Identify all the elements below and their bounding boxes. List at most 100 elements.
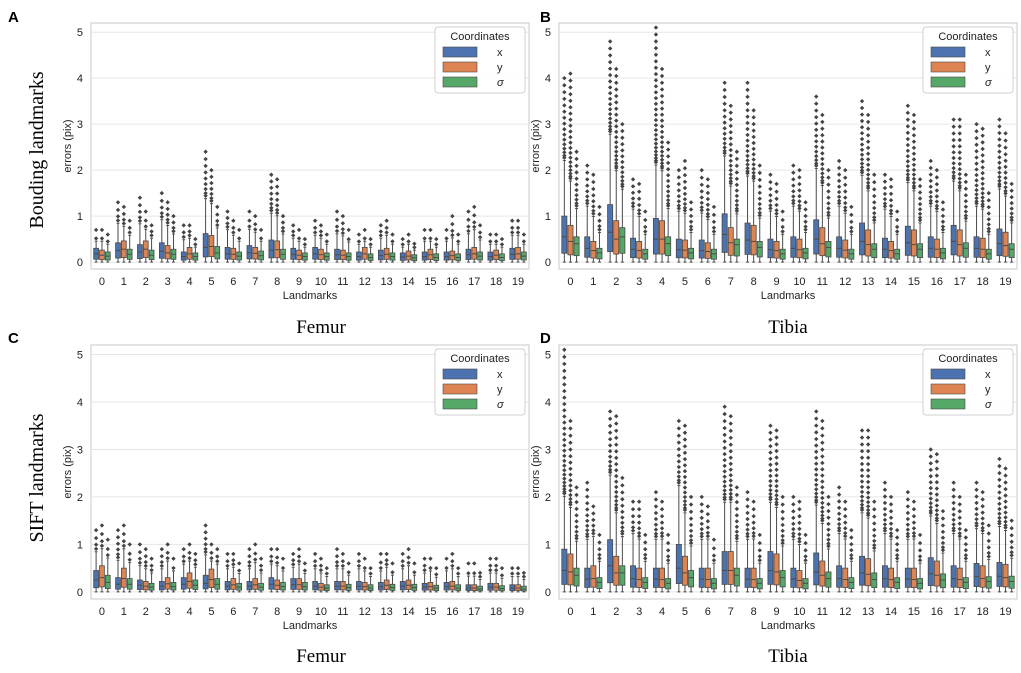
outlier-y <box>406 546 411 552</box>
outlier-x <box>745 143 750 149</box>
outlier-x <box>814 430 819 435</box>
legend-title: Coordinates <box>938 353 998 365</box>
y-tick-label: 3 <box>545 444 551 456</box>
outlier-sigma <box>620 170 625 175</box>
outlier-x <box>722 418 727 424</box>
x-tick-label: 0 <box>567 606 573 618</box>
outlier-y <box>888 203 894 209</box>
box-sigma <box>894 577 901 589</box>
outlier-sigma <box>872 217 877 223</box>
outlier-y <box>774 442 779 447</box>
outlier-sigma <box>986 550 991 556</box>
box-y <box>956 567 963 588</box>
outlier-y <box>774 496 779 502</box>
outlier-sigma <box>872 521 877 526</box>
outlier-x <box>93 527 99 533</box>
box-x <box>224 581 231 591</box>
caption-b: Tibia <box>768 317 808 338</box>
outlier-x <box>585 513 590 518</box>
outlier-y <box>820 166 825 172</box>
box-y <box>164 245 171 260</box>
outlier-y <box>797 514 802 519</box>
outlier-y <box>865 162 871 167</box>
outlier-y <box>934 194 940 199</box>
outlier-x <box>676 206 682 211</box>
outlier-x <box>653 137 659 142</box>
outlier-sigma <box>193 236 198 242</box>
outlier-x <box>653 522 659 527</box>
outlier-sigma <box>1009 211 1014 216</box>
outlier-x <box>974 155 979 160</box>
outlier-x <box>859 105 865 111</box>
outlier-y <box>728 130 733 135</box>
outlier-sigma <box>963 535 969 540</box>
outlier-x <box>745 138 750 143</box>
outlier-y <box>865 428 871 433</box>
outlier-sigma <box>665 193 671 199</box>
outlier-y <box>659 157 665 162</box>
outlier-sigma <box>346 227 351 233</box>
outlier-x <box>905 163 911 169</box>
outlier-y <box>568 453 573 459</box>
outlier-x <box>137 195 143 200</box>
outlier-y <box>957 533 962 539</box>
outlier-y <box>774 483 779 489</box>
outlier-y <box>820 132 825 138</box>
outlier-sigma <box>620 497 625 502</box>
outlier-y <box>614 124 619 129</box>
outlier-sigma <box>826 201 831 206</box>
outlier-x <box>928 189 933 195</box>
outlier-y <box>636 530 642 536</box>
outlier-x <box>928 194 933 200</box>
outlier-y <box>614 140 619 145</box>
outlier-y <box>934 503 940 508</box>
outlier-x <box>859 467 865 473</box>
y-tick-label: 5 <box>545 27 551 39</box>
outlier-y <box>751 140 756 146</box>
y-tick-label: 0 <box>545 257 551 269</box>
x-tick-label: 2 <box>143 606 149 618</box>
outlier-y <box>591 504 596 509</box>
outlier-sigma <box>849 527 854 533</box>
outlier-y <box>774 478 779 484</box>
outlier-y <box>1003 175 1008 181</box>
outlier-y <box>820 145 825 150</box>
outlier-sigma <box>665 532 671 538</box>
outlier-x <box>722 451 727 457</box>
outlier-x <box>115 552 121 557</box>
outlier-sigma <box>780 509 785 514</box>
box-y <box>819 227 826 257</box>
outlier-x <box>699 534 704 539</box>
outlier-sigma <box>963 193 969 198</box>
outlier-x <box>836 492 842 497</box>
outlier-x <box>562 437 567 443</box>
outlier-y <box>614 428 619 433</box>
outlier-x <box>159 559 165 565</box>
outlier-x <box>562 132 567 137</box>
outlier-x <box>745 489 750 495</box>
outlier-y <box>911 499 917 504</box>
x-tick-label: 1 <box>590 606 596 618</box>
outlier-sigma <box>620 475 625 481</box>
outlier-sigma <box>149 223 154 228</box>
outlier-y <box>568 159 573 165</box>
outlier-x <box>653 101 659 107</box>
outlier-sigma <box>499 573 505 578</box>
outlier-y <box>865 442 871 447</box>
x-tick-label: 13 <box>862 276 874 288</box>
outlier-x <box>444 227 449 233</box>
outlier-x <box>814 443 819 448</box>
outlier-x <box>676 418 682 424</box>
outlier-y <box>274 207 280 213</box>
outlier-x <box>745 126 750 132</box>
outlier-y <box>568 466 573 471</box>
box-y <box>142 581 149 591</box>
outlier-sigma <box>940 207 946 212</box>
outlier-x <box>997 470 1002 476</box>
outlier-x <box>882 494 888 499</box>
x-tick-label: 9 <box>773 276 779 288</box>
outlier-x <box>159 554 165 559</box>
outlier-y <box>843 506 848 512</box>
x-tick-label: 0 <box>99 606 105 618</box>
legend-swatch-x <box>930 46 966 58</box>
